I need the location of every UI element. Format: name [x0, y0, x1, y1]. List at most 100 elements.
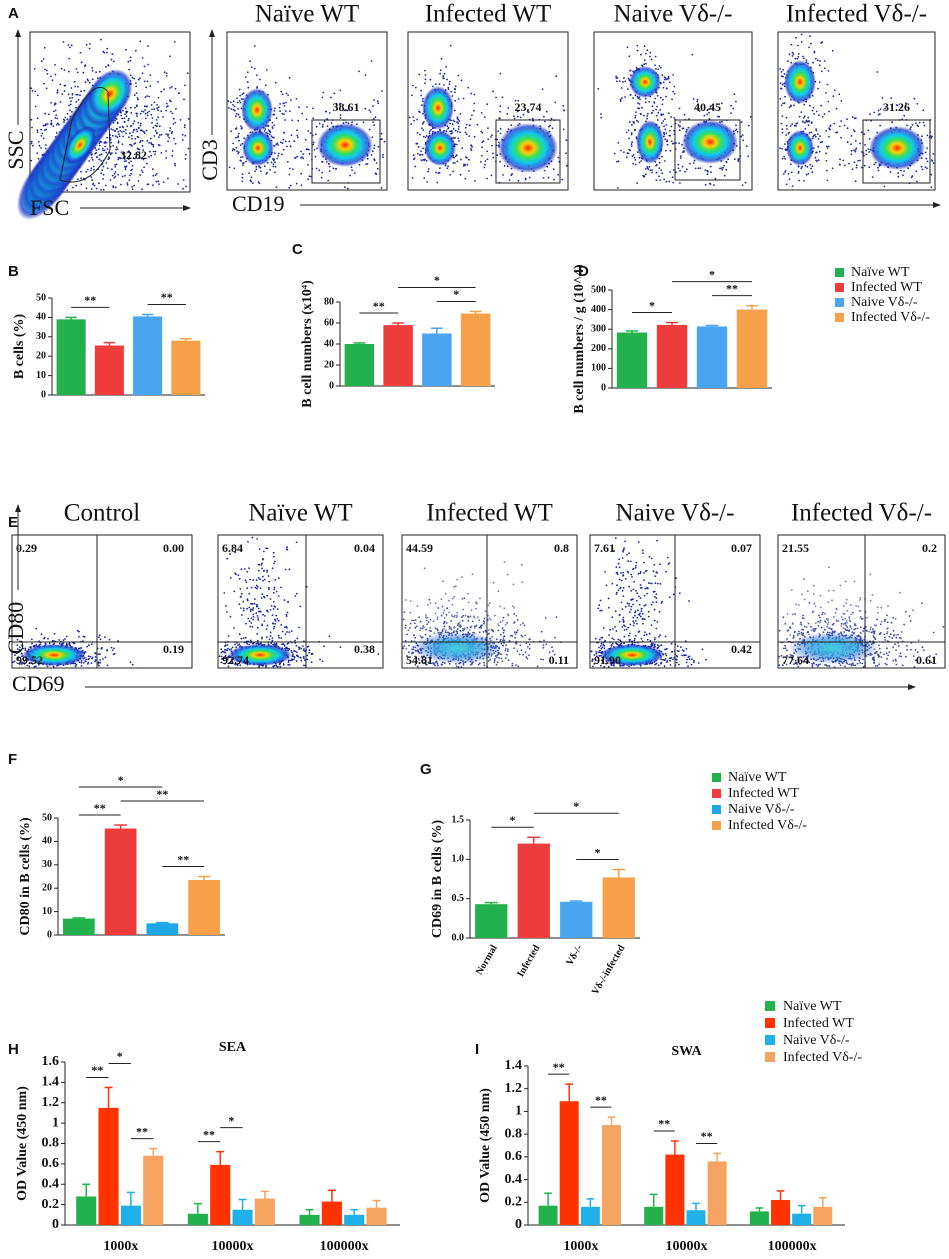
event-dot — [449, 174, 451, 176]
event-dot — [660, 66, 662, 69]
event-dot — [434, 602, 437, 605]
event-dot — [869, 113, 871, 116]
event-dot — [141, 57, 144, 59]
event-dot — [523, 624, 526, 627]
event-dot — [443, 617, 446, 619]
event-dot — [266, 594, 268, 597]
event-dot — [797, 170, 800, 173]
event-dot — [421, 127, 423, 130]
event-dot — [160, 110, 163, 112]
event-dot — [64, 638, 66, 640]
event-dot — [87, 655, 90, 658]
event-dot — [145, 86, 148, 89]
event-dot — [274, 560, 276, 563]
event-dot — [42, 137, 45, 140]
event-dot — [466, 626, 469, 629]
event-dot — [234, 109, 236, 112]
event-dot — [124, 107, 127, 110]
event-dot — [672, 74, 675, 76]
event-dot — [330, 122, 333, 124]
event-dot — [80, 170, 82, 173]
event-dot — [102, 188, 105, 191]
event-dot — [670, 140, 673, 143]
event-dot — [655, 179, 658, 182]
event-dot — [652, 109, 654, 112]
event-dot — [422, 135, 425, 138]
event-dot — [288, 76, 291, 79]
event-dot — [468, 135, 471, 138]
event-dot — [483, 661, 485, 664]
event-dot — [86, 78, 89, 81]
event-dot — [804, 164, 807, 167]
event-dot — [102, 50, 105, 53]
event-dot — [634, 116, 637, 119]
event-dot — [467, 619, 470, 622]
event-dot — [515, 642, 517, 645]
event-dot — [639, 98, 641, 101]
event-dot — [40, 128, 42, 131]
event-dot — [915, 122, 917, 125]
event-dot — [629, 94, 632, 96]
event-dot — [460, 158, 462, 161]
event-dot — [86, 645, 89, 648]
event-dot — [262, 613, 264, 616]
event-dot — [273, 110, 276, 112]
event-dot — [252, 616, 255, 618]
event-dot — [230, 648, 233, 650]
event-dot — [482, 140, 485, 143]
event-dot — [644, 97, 647, 100]
event-dot — [473, 616, 476, 619]
event-dot — [167, 105, 169, 107]
event-dot — [139, 40, 142, 43]
event-dot — [651, 171, 653, 174]
event-dot — [661, 155, 663, 158]
event-dot — [634, 163, 637, 166]
event-dot — [229, 615, 232, 618]
event-dot — [277, 634, 280, 637]
event-dot — [668, 134, 671, 137]
event-dot — [677, 167, 680, 170]
event-dot — [265, 547, 267, 550]
event-dot — [868, 166, 871, 169]
event-dot — [237, 135, 240, 138]
event-dot — [421, 627, 424, 630]
event-dot — [147, 63, 150, 66]
event-dot — [293, 656, 296, 658]
event-dot — [223, 662, 226, 665]
event-dot — [411, 94, 413, 97]
event-dot — [182, 179, 185, 181]
event-dot — [557, 156, 560, 159]
event-dot — [722, 166, 724, 169]
event-dot — [454, 129, 457, 132]
event-dot — [135, 104, 138, 107]
event-dot — [82, 661, 85, 664]
event-dot — [374, 116, 377, 119]
event-dot — [655, 171, 658, 174]
event-dot — [303, 664, 305, 667]
event-dot — [455, 616, 458, 618]
event-dot — [37, 141, 40, 143]
event-dot — [852, 129, 855, 131]
event-dot — [453, 614, 456, 617]
event-dot — [677, 163, 680, 166]
event-dot — [70, 44, 73, 47]
event-dot — [641, 106, 643, 109]
event-dot — [288, 664, 291, 666]
quadrant-value: 92.74 — [222, 653, 249, 667]
event-dot — [417, 146, 420, 148]
event-dot — [268, 588, 270, 591]
event-dot — [129, 143, 131, 146]
event-dot — [134, 106, 136, 109]
event-dot — [339, 114, 342, 116]
event-dot — [376, 167, 379, 170]
event-dot — [791, 51, 794, 54]
event-dot — [667, 77, 670, 80]
event-dot — [473, 135, 476, 138]
event-dot — [846, 118, 848, 121]
event-dot — [18, 662, 21, 665]
event-dot — [94, 660, 96, 663]
event-dot — [897, 175, 900, 178]
event-dot — [127, 119, 130, 122]
event-dot — [817, 145, 820, 148]
event-dot — [346, 109, 349, 112]
